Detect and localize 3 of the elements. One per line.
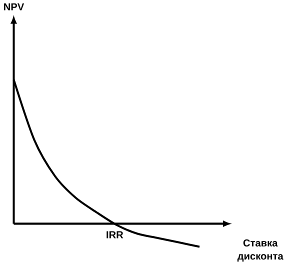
- annotation: IRR: [106, 231, 124, 238]
- x-axis-title: Ставка дисконта: [237, 239, 284, 262]
- text: NPV: [4, 3, 24, 10]
